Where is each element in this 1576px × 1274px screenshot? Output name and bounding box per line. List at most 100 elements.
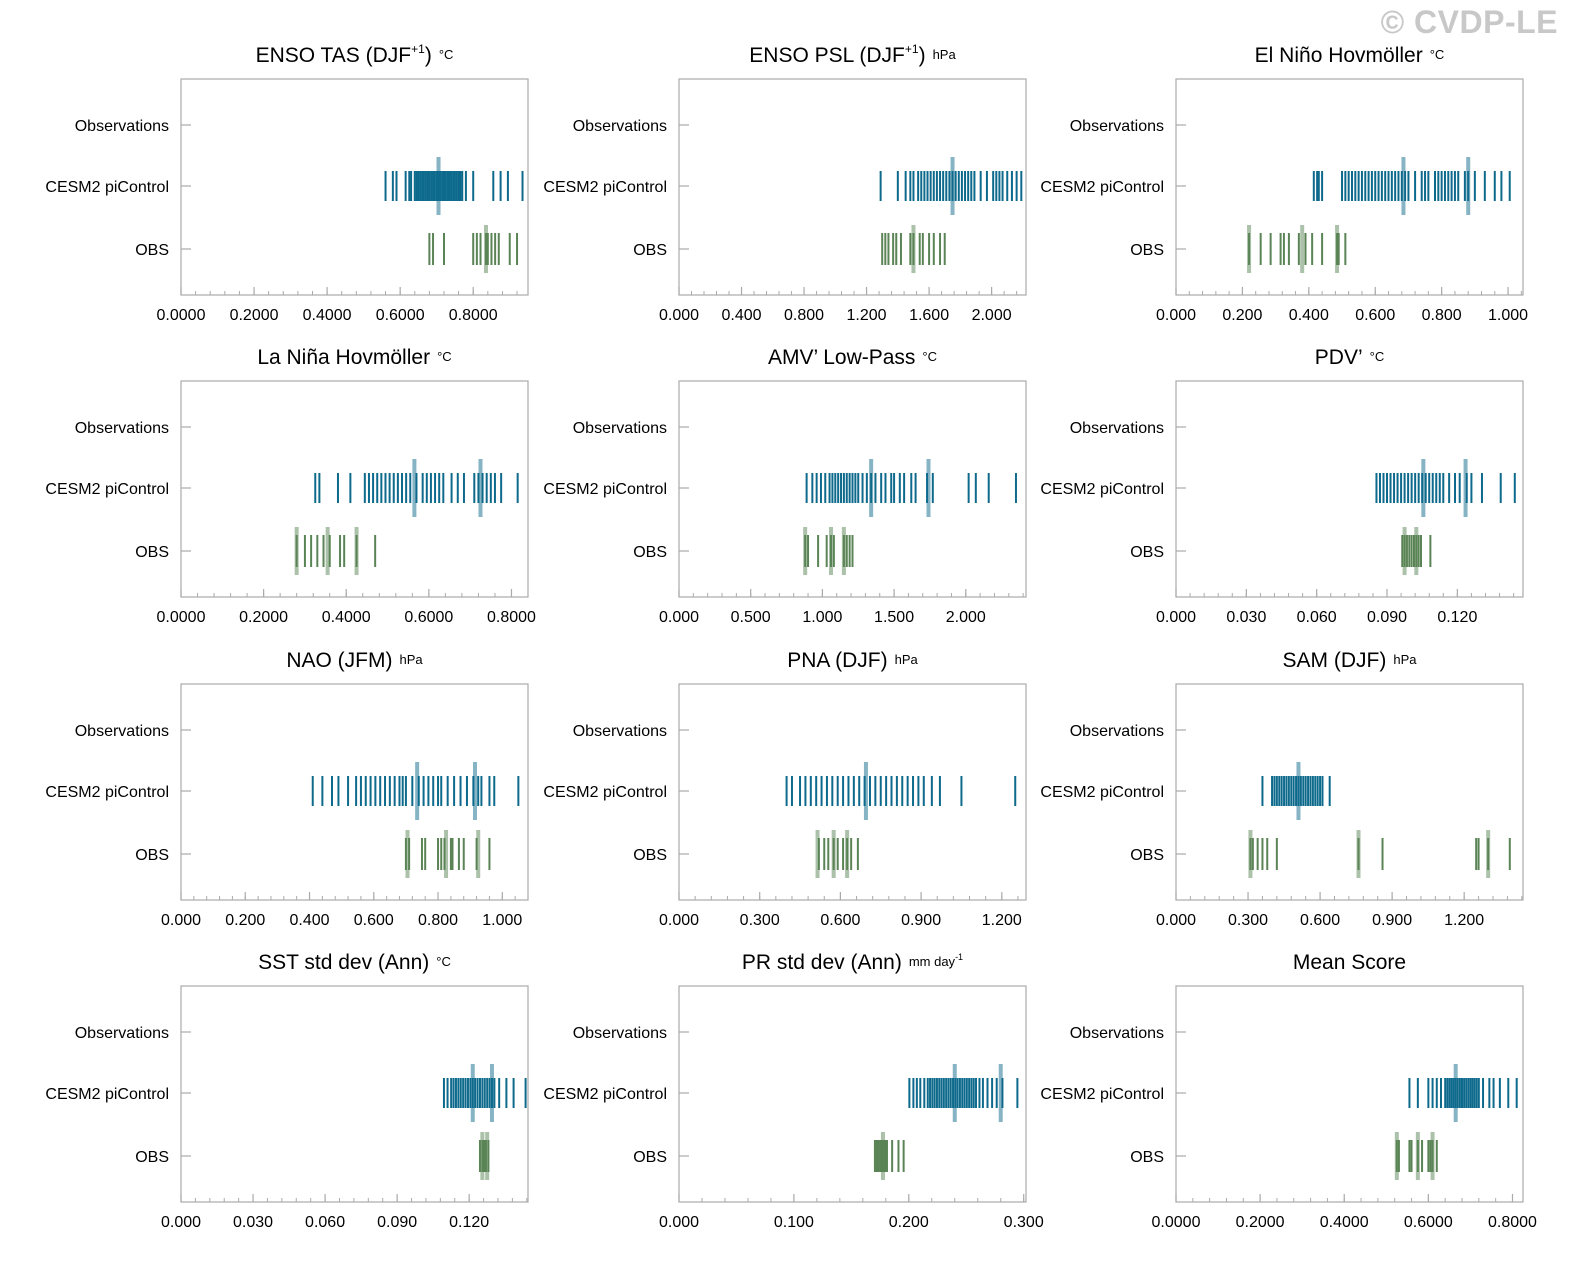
panel-10: SST std dev (Ann) °C Observations CESM2 piC… [45,951,529,1231]
title-text: ENSO PSL (DJF [749,44,905,67]
x-tick-label: 0.030 [1226,609,1266,626]
title-unit: °C [439,47,454,62]
x-tick-label: 1.200 [982,912,1022,929]
panel-title: ENSO TAS (DJF+1) °C [256,42,454,67]
title-superscript: +1 [411,42,425,56]
y-tick-label: OBS [1130,1149,1164,1166]
x-tick-label: 0.2000 [239,609,288,626]
title-text: SAM (DJF) [1283,649,1387,672]
x-tick-label: 0.8000 [449,307,498,324]
title-text: El Niño Hovmöller [1255,44,1423,67]
title-unit: hPa [933,47,957,62]
panel-7: NAO (JFM) hPa Observations CESM2 piControl O… [45,649,529,929]
y-tick-label: OBS [633,242,667,259]
x-tick-label: 0.090 [1367,609,1407,626]
y-tick-label: Observations [1070,723,1164,740]
y-tick-label: Observations [573,118,667,135]
title-text: NAO (JFM) [286,649,392,672]
x-tick-label: 0.300 [1228,912,1268,929]
title-unit: °C [437,349,452,364]
y-tick-label: Observations [573,420,667,437]
panel-title: ENSO PSL (DJF+1) hPa [749,42,956,67]
x-tick-label: 0.6000 [1404,1214,1453,1231]
x-tick-label: 0.000 [659,609,699,626]
x-tick-label: 0.000 [659,307,699,324]
x-tick-label: 0.000 [659,912,699,929]
plot-frame [678,78,1027,296]
x-tick-label: 0.120 [1437,609,1477,626]
x-tick-label: 0.000 [161,1214,201,1231]
plot-frame [678,985,1027,1203]
title-text: PR std dev (Ann) [742,951,902,974]
panel-2: ENSO PSL (DJF+1) hPa Observations CESM2 piC… [543,42,1027,324]
watermark: © CVDP-LE [1380,4,1558,40]
x-tick-label: 0.200 [889,1214,929,1231]
title-text: PDV’ [1315,346,1363,369]
x-tick-label: 2.000 [972,307,1012,324]
y-tick-label: Observations [573,1025,667,1042]
panel-8: PNA (DJF) hPa Observations CESM2 piControl O… [543,649,1027,929]
x-tick-label: 1.600 [909,307,949,324]
title-unit-superscript: -1 [955,952,963,962]
y-tick-label: OBS [1130,847,1164,864]
x-tick-label: 0.8000 [487,609,536,626]
plot-frame [678,380,1027,598]
panel-3: El Niño Hovmöller °C Observations CESM2 piC… [1040,44,1528,324]
x-tick-label: 0.200 [1222,307,1262,324]
plot-frame [1175,683,1524,901]
x-tick-label: 0.120 [449,1214,489,1231]
x-tick-label: 0.8000 [1488,1214,1537,1231]
x-tick-label: 0.4000 [1320,1214,1369,1231]
plot-frame [180,78,529,296]
plot-frame [180,683,529,901]
y-tick-label: CESM2 piControl [45,481,169,498]
x-tick-label: 0.0000 [157,609,206,626]
y-tick-label: Observations [1070,118,1164,135]
x-tick-label: 1.000 [802,609,842,626]
title-unit: mm day [909,954,956,969]
plot-frame [678,683,1027,901]
panel-title: Mean Score [1293,951,1406,974]
y-tick-label: CESM2 piControl [45,784,169,801]
x-tick-label: 0.600 [1355,307,1395,324]
x-tick-label: 0.2000 [1236,1214,1285,1231]
panel-title: NAO (JFM) hPa [286,649,423,672]
title-unit: °C [1370,349,1385,364]
y-tick-label: OBS [1130,544,1164,561]
panel-title: SST std dev (Ann) °C [258,951,451,974]
x-tick-label: 0.6000 [376,307,425,324]
x-tick-label: 0.600 [820,912,860,929]
title-text: AMV’ Low-Pass [768,346,915,369]
panel-12: Mean Score Observations CESM2 piControl OBS… [1040,951,1537,1231]
x-tick-label: 2.000 [946,609,986,626]
y-tick-label: CESM2 piControl [45,1086,169,1103]
x-tick-label: 0.800 [1422,307,1462,324]
panel-4: La Niña Hovmöller °C Observations CESM2 piC… [45,346,536,626]
title-text: ENSO TAS (DJF [256,44,412,67]
y-tick-label: OBS [135,1149,169,1166]
panel-5: AMV’ Low-Pass °C Observations CESM2 piContr… [543,346,1027,626]
plot-frame [180,985,529,1203]
plot-frame [180,380,529,598]
title-unit: hPa [1393,652,1417,667]
x-tick-label: 0.000 [1156,609,1196,626]
title-text: SST std dev (Ann) [258,951,429,974]
x-tick-label: 0.000 [1156,912,1196,929]
panel-title: La Niña Hovmöller °C [257,346,451,369]
y-tick-label: CESM2 piControl [1040,1086,1164,1103]
y-tick-label: CESM2 piControl [1040,179,1164,196]
y-tick-label: Observations [75,1025,169,1042]
y-tick-label: Observations [75,118,169,135]
title-unit: °C [1430,47,1445,62]
panel-9: SAM (DJF) hPa Observations CESM2 piControl O… [1040,649,1524,929]
x-tick-label: 0.100 [774,1214,814,1231]
x-tick-label: 0.060 [305,1214,345,1231]
x-tick-label: 0.400 [721,307,761,324]
panel-title: PDV’ °C [1315,346,1384,369]
panel-11: PR std dev (Ann) mm day-1 Observations CESM… [543,951,1043,1231]
x-tick-label: 0.900 [1372,912,1412,929]
title-unit: °C [436,954,451,969]
title-text: Mean Score [1293,951,1406,974]
y-tick-label: CESM2 piControl [543,179,667,196]
